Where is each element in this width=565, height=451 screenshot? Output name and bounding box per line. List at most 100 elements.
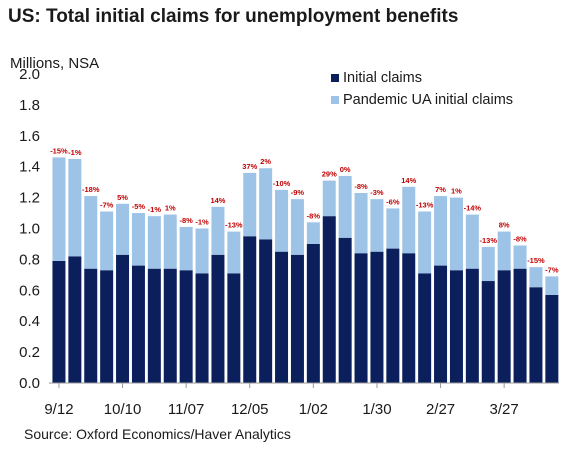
legend: Initial claims Pandemic UA initial claim…	[331, 70, 513, 108]
bar-initial-claims	[322, 216, 336, 383]
data-label-pct: 37%	[242, 162, 257, 171]
data-label-pct: -7%	[545, 265, 559, 274]
bar-pandemic-ua-claims	[68, 158, 82, 257]
bar-initial-claims	[497, 270, 511, 383]
bar-pandemic-ua-claims	[529, 267, 543, 288]
data-label-pct: -8%	[354, 182, 368, 191]
bar-initial-claims	[529, 287, 543, 383]
data-label-pct: 2%	[260, 157, 271, 166]
bar-initial-claims	[195, 273, 209, 383]
bar-initial-claims	[545, 294, 559, 383]
bar-pandemic-ua-claims	[354, 192, 368, 254]
data-label-pct: -10%	[273, 179, 291, 188]
data-label-pct: 29%	[322, 170, 337, 179]
y-tick-label: 0.8	[19, 251, 40, 268]
bar-pandemic-ua-claims	[84, 196, 98, 269]
y-tick-label: 0.0	[19, 375, 40, 392]
bar-initial-claims	[465, 268, 479, 383]
data-label-pct: -6%	[386, 197, 400, 206]
bar-initial-claims	[513, 268, 527, 383]
bar-pandemic-ua-claims	[227, 231, 241, 274]
data-label-pct: 5%	[117, 193, 128, 202]
bar-initial-claims	[131, 265, 145, 383]
legend-label-initial-claims: Initial claims	[343, 70, 422, 86]
bar-pandemic-ua-claims	[465, 214, 479, 269]
y-tick-label: 1.6	[19, 128, 40, 145]
bar-pandemic-ua-claims	[370, 199, 384, 252]
bar-group	[52, 157, 559, 383]
bar-initial-claims	[68, 256, 82, 383]
bar-pandemic-ua-claims	[116, 203, 130, 255]
bar-initial-claims	[386, 248, 400, 383]
data-label-pct: -15%	[50, 146, 68, 155]
bar-initial-claims	[147, 268, 161, 383]
bar-pandemic-ua-claims	[131, 213, 145, 266]
bar-initial-claims	[52, 260, 66, 383]
bar-pandemic-ua-claims	[481, 247, 495, 282]
data-label-pct: -8%	[179, 216, 193, 225]
bar-initial-claims	[449, 270, 463, 383]
data-label-pct: -1%	[68, 148, 82, 157]
data-label-pct: -13%	[225, 221, 243, 230]
data-label-pct: -13%	[416, 201, 434, 210]
data-labels: -15% -1%-18%-7%5%-5% -1% 1%-8% -1%14%-13%37%…	[50, 146, 559, 274]
bar-pandemic-ua-claims	[449, 197, 463, 271]
data-label-pct: -1%	[148, 205, 162, 214]
bar-pandemic-ua-claims	[290, 199, 304, 255]
bar-initial-claims	[354, 253, 368, 383]
data-label-pct: 0%	[340, 165, 351, 174]
bar-pandemic-ua-claims	[195, 228, 209, 274]
y-tick-label: 0.2	[19, 344, 40, 361]
bar-initial-claims	[227, 273, 241, 383]
y-tick-label: 1.4	[19, 159, 40, 176]
y-tick-label: 2.0	[19, 66, 40, 83]
bar-initial-claims	[338, 237, 352, 383]
data-label-pct: -7%	[100, 201, 114, 210]
data-label-pct: -14%	[464, 204, 482, 213]
bar-initial-claims	[211, 254, 225, 383]
bar-initial-claims	[163, 268, 177, 383]
bar-pandemic-ua-claims	[52, 157, 66, 261]
bar-pandemic-ua-claims	[100, 211, 114, 271]
bar-pandemic-ua-claims	[179, 226, 193, 271]
data-label-pct: -9%	[291, 188, 305, 197]
bar-initial-claims	[243, 236, 257, 383]
bar-pandemic-ua-claims	[418, 211, 432, 274]
bar-initial-claims	[290, 254, 304, 383]
data-label-pct: 14%	[210, 196, 225, 205]
data-label-pct: -18%	[82, 185, 100, 194]
bar-initial-claims	[259, 239, 273, 383]
bar-initial-claims	[275, 251, 289, 383]
x-tick-label: 10/10	[104, 401, 142, 418]
x-tick-label: 11/07	[168, 401, 204, 418]
y-tick-label: 1.2	[19, 190, 40, 207]
bar-initial-claims	[179, 270, 193, 383]
legend-swatch-initial-claims	[331, 74, 339, 82]
data-label-pct: 14%	[401, 176, 416, 185]
bar-initial-claims	[306, 243, 320, 383]
x-axis-ticks: 9/12 10/10 11/07 12/05 1/02 1/30 2/27 3/27	[44, 383, 519, 418]
data-label-pct: 1%	[165, 204, 176, 213]
data-label-pct: -1%	[195, 218, 209, 227]
x-tick-label: 12/05	[231, 401, 269, 418]
bar-pandemic-ua-claims	[513, 245, 527, 269]
data-label-pct: -13%	[479, 236, 497, 245]
data-label-pct: 7%	[435, 185, 446, 194]
y-axis-ticks: 0.0 0.2 0.4 0.6 0.8 1.0 1.2 1.4 1.6 1.8 2.0	[19, 66, 40, 392]
bar-pandemic-ua-claims	[163, 214, 177, 269]
data-label-pct: -8%	[513, 234, 527, 243]
legend-label-pandemic-ua: Pandemic UA initial claims	[343, 92, 513, 108]
chart-title: US: Total initial claims for unemploymen…	[8, 6, 459, 27]
bar-initial-claims	[370, 251, 384, 383]
bar-pandemic-ua-claims	[211, 206, 225, 255]
bar-pandemic-ua-claims	[402, 186, 416, 254]
y-tick-label: 1.0	[19, 221, 40, 238]
y-axis-label: Millions, NSA	[10, 55, 99, 72]
data-label-pct: 8%	[499, 221, 510, 230]
bar-pandemic-ua-claims	[338, 175, 352, 238]
bar-pandemic-ua-claims	[147, 216, 161, 269]
bar-initial-claims	[402, 253, 416, 383]
x-tick-label: 1/30	[362, 401, 391, 418]
bar-pandemic-ua-claims	[434, 196, 448, 266]
